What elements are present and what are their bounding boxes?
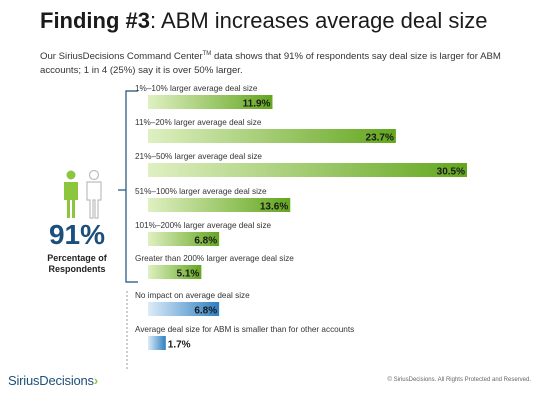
title-bold: Finding #3: [40, 8, 150, 33]
value-label: 6.8%: [194, 236, 217, 247]
bar: [148, 163, 467, 177]
title-rest: : ABM increases average deal size: [150, 8, 488, 33]
bracket-line: [125, 90, 138, 283]
value-label: 30.5%: [437, 167, 465, 178]
bar: [148, 95, 273, 109]
subtitle: Our SiriusDecisions Command CenterTM dat…: [40, 47, 510, 78]
big-percent: 91%: [48, 219, 106, 250]
bar: [148, 198, 291, 212]
chevron-right-icon: ›: [93, 373, 99, 388]
bar: [148, 336, 166, 350]
value-label: 13.6%: [260, 202, 288, 213]
bar: [148, 129, 396, 143]
logo-text: SiriusDecisions: [8, 373, 94, 388]
value-label: 5.1%: [177, 269, 200, 280]
subtitle-post: data shows that 91% of respondents say d…: [40, 51, 501, 77]
bar: [148, 302, 220, 316]
subtitle-tm: TM: [202, 51, 212, 57]
value-label: 23.7%: [366, 133, 394, 144]
value-label: 1.7%: [168, 340, 191, 351]
two-person-icon: [64, 170, 102, 219]
category-label: 101%–200% larger average deal size: [135, 221, 272, 230]
value-label: 11.9%: [243, 99, 271, 110]
subtitle-pre: Our SiriusDecisions Command Center: [40, 51, 203, 63]
bar: [148, 265, 202, 279]
bar: [148, 232, 220, 246]
category-label: 1%–10% larger average deal size: [135, 84, 258, 93]
value-label: 6.8%: [194, 306, 217, 317]
slide-title: Finding #3: ABM increases average deal s…: [40, 6, 540, 36]
big-percent-label: Percentage of Respondents: [47, 253, 107, 274]
category-label: 21%–50% larger average deal size: [135, 152, 262, 161]
category-label: Average deal size for ABM is smaller tha…: [135, 325, 354, 334]
category-label: 11%–20% larger average deal size: [135, 118, 262, 127]
category-label: No impact on average deal size: [135, 291, 250, 300]
siriusdecisions-logo: SiriusDecisions›: [8, 373, 98, 388]
category-label: 51%–100% larger average deal size: [135, 187, 267, 196]
copyright-footer: © SiriusDecisions. All Rights Protected …: [387, 377, 531, 383]
category-label: Greater than 200% larger average deal si…: [135, 254, 294, 263]
